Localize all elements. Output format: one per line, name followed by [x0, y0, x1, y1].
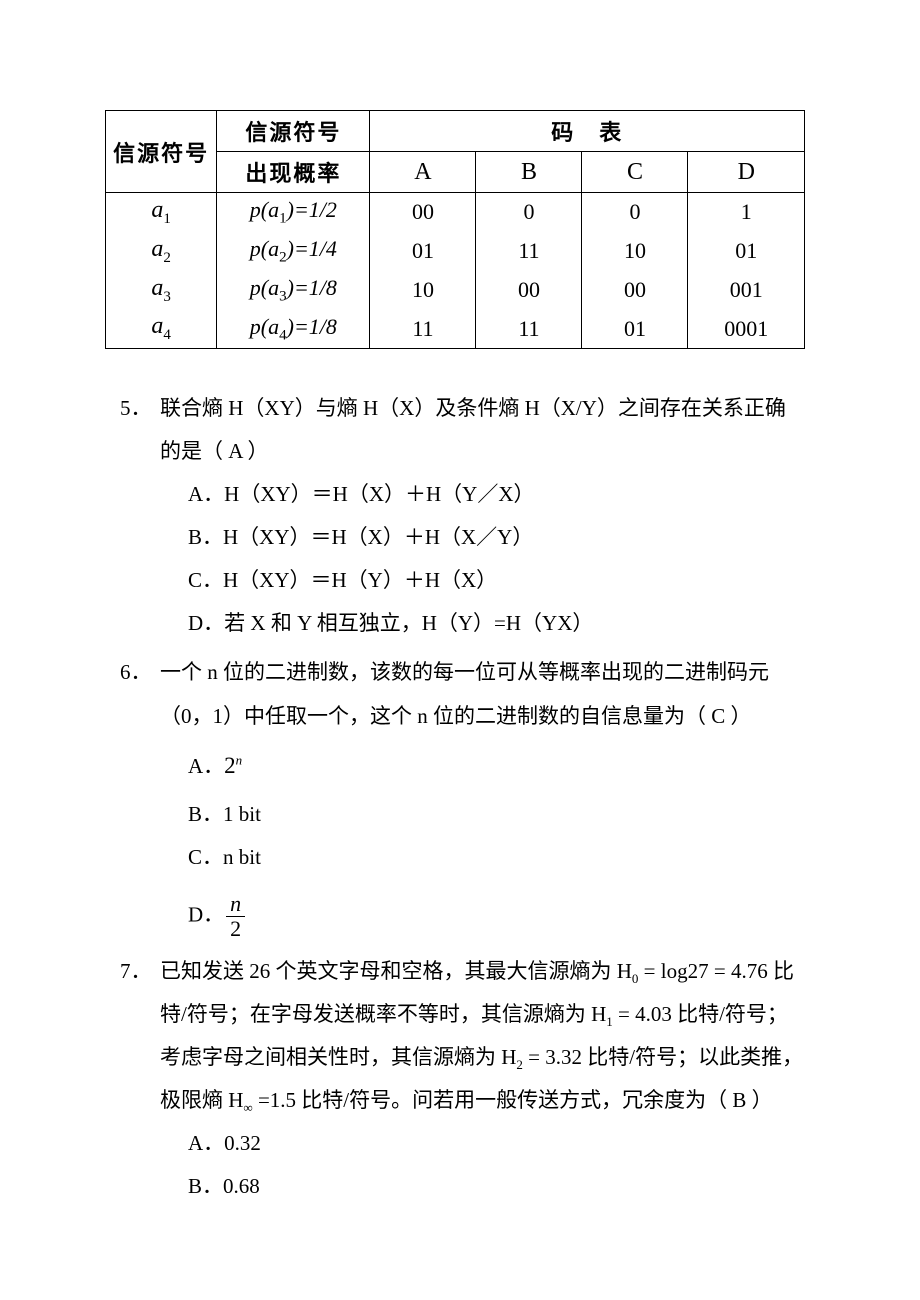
sym-cell: a2 — [106, 232, 217, 271]
question-6: 6． 一个 n 位的二进制数，该数的每一位可从等概率出现的二进制码元 （0，1）… — [160, 651, 820, 939]
col-A: A — [370, 152, 476, 193]
label-prob: 出现概率 — [245, 161, 341, 186]
q5-stem: 联合熵 H（XY）与熵 H（X）及条件熵 H（X/Y）之间存在关系正确 的是（ … — [160, 387, 820, 473]
q5-options: A．H（XY）＝H（X）＋H（Y／X） B．H（XY）＝H（X）＋H（X／Y） … — [160, 473, 820, 645]
q5-opt-C: C．H（XY）＝H（Y）＋H（X） — [188, 559, 820, 602]
label-B: B — [521, 159, 537, 185]
q5-opt-B: B．H（XY）＝H（X）＋H（X／Y） — [188, 516, 820, 559]
label-code-table: 码 表 — [551, 120, 623, 145]
q7-opt-B: B．0.68 — [188, 1165, 820, 1208]
q6-number: 6． — [120, 651, 152, 694]
sym-cell: a3 — [106, 271, 217, 310]
q6-opt-B: B．1 bit — [188, 793, 820, 836]
table-row: a1 p(a1)=1/2 00 0 0 1 — [106, 193, 805, 232]
question-list: 5． 联合熵 H（XY）与熵 H（X）及条件熵 H（X/Y）之间存在关系正确 的… — [100, 387, 820, 1208]
code-D: 1 — [688, 193, 805, 232]
label-symbol: 信源符号 — [245, 120, 341, 145]
q6-stem: 一个 n 位的二进制数，该数的每一位可从等概率出现的二进制码元 （0，1）中任取… — [160, 651, 820, 737]
col-B: B — [476, 152, 582, 193]
code-B: 0 — [476, 193, 582, 232]
question-7: 7． 已知发送 26 个英文字母和空格，其最大信源熵为 H0 = log27 =… — [160, 950, 820, 1208]
code-table: 信源符号 信源符号 码 表 出现概率 A B C D a1 p(a1)=1/2 … — [105, 110, 805, 349]
q6-opt-C: C．n bit — [188, 836, 820, 879]
q6-options: A．2n B．1 bit C．n bit D．n2 — [160, 738, 820, 940]
label-source-symbol: 信源符号 — [113, 141, 209, 166]
q5-opt-A: A．H（XY）＝H（X）＋H（Y／X） — [188, 473, 820, 516]
label-A: A — [414, 159, 431, 185]
fraction-icon: n2 — [226, 893, 245, 940]
page: 信源符号 信源符号 码 表 出现概率 A B C D a1 p(a1)=1/2 … — [0, 0, 920, 1300]
col-symbol-header: 信源符号 — [217, 111, 370, 152]
prob-cell: p(a4)=1/8 — [217, 309, 370, 348]
q5-number: 5． — [120, 387, 152, 430]
prob-cell: p(a1)=1/2 — [217, 193, 370, 232]
question-5: 5． 联合熵 H（XY）与熵 H（X）及条件熵 H（X/Y）之间存在关系正确 的… — [160, 387, 820, 645]
q5-opt-D: D．若 X 和 Y 相互独立，H（Y）=H（YX） — [188, 602, 820, 645]
label-C: C — [627, 159, 643, 185]
sym: a — [151, 197, 163, 223]
prob-cell: p(a3)=1/8 — [217, 271, 370, 310]
label-D: D — [738, 159, 755, 185]
q7-opt-A: A．0.32 — [188, 1122, 820, 1165]
q7-options: A．0.32 B．0.68 — [160, 1122, 820, 1208]
table-row: a4 p(a4)=1/8 11 11 01 0001 — [106, 309, 805, 348]
q6-opt-D: D．n2 — [188, 893, 820, 940]
sym-cell: a1 — [106, 193, 217, 232]
sym-cell: a4 — [106, 309, 217, 348]
q7-number: 7． — [120, 950, 152, 993]
q7-stem: 已知发送 26 个英文字母和空格，其最大信源熵为 H0 = log27 = 4.… — [160, 950, 820, 1122]
code-C: 0 — [582, 193, 688, 232]
prob-cell: p(a2)=1/4 — [217, 232, 370, 271]
sym-idx: 1 — [163, 211, 171, 227]
table-row: a3 p(a3)=1/8 10 00 00 001 — [106, 271, 805, 310]
code-A: 00 — [370, 193, 476, 232]
col-prob-header: 出现概率 — [217, 152, 370, 193]
q6-opt-A: A．2n — [188, 738, 820, 793]
table-header-row-1: 信源符号 信源符号 码 表 — [106, 111, 805, 152]
col-C: C — [582, 152, 688, 193]
col-D: D — [688, 152, 805, 193]
table-row: a2 p(a2)=1/4 01 11 10 01 — [106, 232, 805, 271]
col-code-table: 码 表 — [370, 111, 805, 152]
col-source-symbol: 信源符号 — [106, 111, 217, 193]
